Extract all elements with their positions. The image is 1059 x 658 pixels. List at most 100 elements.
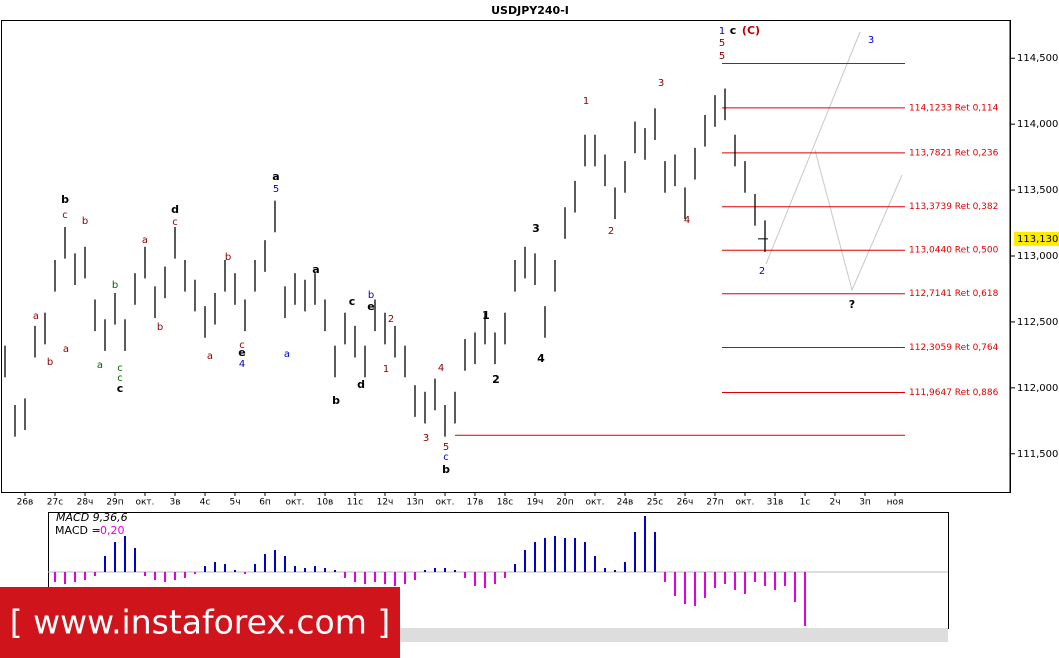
macd-bar bbox=[624, 562, 626, 572]
wave-label: a bbox=[284, 349, 290, 360]
fib-label: 111,9647 Ret 0,886 bbox=[909, 388, 999, 398]
macd-bar bbox=[324, 568, 326, 572]
wave-label: c bbox=[117, 382, 124, 395]
wave-label: 3 bbox=[868, 35, 874, 46]
wave-label: b bbox=[225, 252, 231, 263]
x-tick-label: 10в bbox=[317, 498, 334, 508]
wave-label: c bbox=[117, 363, 123, 374]
macd-bar bbox=[754, 572, 756, 582]
projection-line bbox=[765, 31, 861, 265]
chart-title: USDJPY240-I bbox=[491, 4, 569, 17]
macd-bar bbox=[314, 566, 316, 572]
wave-label: a bbox=[272, 170, 279, 183]
x-tick-label: 3п bbox=[859, 498, 871, 508]
macd-bar bbox=[304, 568, 306, 572]
wave-label: e bbox=[238, 346, 245, 359]
macd-bar bbox=[524, 550, 526, 572]
macd-bar bbox=[434, 568, 436, 572]
macd-bar bbox=[224, 564, 226, 572]
projection bbox=[765, 31, 903, 292]
macd-bar bbox=[664, 572, 666, 582]
wave-label: (C) bbox=[742, 24, 760, 37]
macd-bar bbox=[554, 536, 556, 572]
wave-label: a bbox=[33, 311, 39, 322]
wave-label: a bbox=[142, 235, 148, 246]
wave-label: 1 bbox=[719, 26, 725, 37]
macd-bar bbox=[114, 542, 116, 572]
y-tick-label: 113,000 bbox=[1017, 251, 1058, 262]
macd-bar bbox=[684, 572, 686, 604]
macd-bar bbox=[364, 572, 366, 584]
x-tick-label: 12ч bbox=[377, 498, 394, 508]
macd-bar bbox=[404, 572, 406, 584]
wave-label: b bbox=[82, 216, 88, 227]
projection-line bbox=[814, 149, 903, 292]
macd-bar bbox=[344, 572, 346, 578]
macd-bar bbox=[294, 566, 296, 572]
y-tick-label: 114,500 bbox=[1017, 53, 1058, 64]
macd-bar bbox=[394, 572, 396, 586]
macd-bar bbox=[264, 554, 266, 572]
macd-bar bbox=[604, 568, 606, 572]
wave-label: 2 bbox=[388, 314, 394, 325]
x-tick-label: 3в bbox=[169, 498, 180, 508]
x-tick-label: 31в bbox=[767, 498, 784, 508]
macd-bar bbox=[214, 562, 216, 572]
wave-label: 2 bbox=[759, 266, 765, 277]
macd-bar bbox=[614, 570, 616, 572]
x-tick-label: 28ч bbox=[77, 498, 94, 508]
wave-label: c bbox=[443, 452, 449, 463]
wave-label: 2 bbox=[608, 226, 614, 237]
macd-bar bbox=[674, 572, 676, 596]
wave-label: b bbox=[157, 322, 163, 333]
x-tick-label: ноя bbox=[887, 498, 904, 508]
wave-label: 3 bbox=[532, 222, 540, 235]
macd-bar bbox=[704, 572, 706, 598]
macd-bar bbox=[464, 572, 466, 578]
y-tick-label: 113,500 bbox=[1017, 185, 1058, 196]
macd-bar bbox=[374, 572, 376, 582]
macd-bar bbox=[734, 572, 736, 590]
y-tick-label: 112,000 bbox=[1017, 383, 1058, 394]
wave-label: c bbox=[172, 217, 178, 228]
macd-bar bbox=[744, 572, 746, 594]
macd-bar bbox=[164, 572, 166, 582]
x-tick-label: окт. bbox=[135, 498, 154, 508]
x-tick-label: 19ч bbox=[527, 498, 544, 508]
macd-bar bbox=[534, 542, 536, 572]
macd-bar bbox=[724, 572, 726, 584]
banner-text: [ www.instaforex.com ] bbox=[10, 603, 390, 642]
wave-label: d bbox=[171, 203, 179, 216]
x-tick-label: 29п bbox=[106, 498, 123, 508]
macd-bar bbox=[104, 556, 106, 572]
wave-label: c bbox=[117, 373, 123, 384]
macd-current: -0,20 bbox=[96, 524, 124, 537]
wave-label: a bbox=[63, 344, 69, 355]
wave-label: 1 bbox=[482, 309, 490, 322]
y-tick-label: 114,000 bbox=[1017, 119, 1058, 130]
macd-bar bbox=[634, 532, 636, 572]
macd-bar bbox=[714, 572, 716, 588]
macd-bar bbox=[384, 572, 386, 584]
wave-label: 4 bbox=[239, 359, 245, 370]
macd-bar bbox=[504, 572, 506, 578]
macd-bar bbox=[284, 556, 286, 572]
wave-label: 3 bbox=[658, 78, 664, 89]
macd-bar bbox=[424, 570, 426, 572]
macd-bar bbox=[774, 572, 776, 590]
macd-bar bbox=[644, 516, 646, 572]
macd-bar bbox=[244, 572, 246, 574]
macd-bar bbox=[184, 572, 186, 578]
x-tick-label: окт. bbox=[735, 498, 754, 508]
macd-bar bbox=[484, 572, 486, 588]
x-tick-label: окт. bbox=[435, 498, 454, 508]
macd-bar bbox=[494, 572, 496, 584]
wave-label: a bbox=[312, 263, 319, 276]
x-tick-label: 27с bbox=[47, 498, 63, 508]
wave-label: b bbox=[61, 193, 69, 206]
macd-bar bbox=[194, 572, 196, 574]
wave-label: ? bbox=[849, 298, 855, 311]
x-tick-label: окт. bbox=[585, 498, 604, 508]
